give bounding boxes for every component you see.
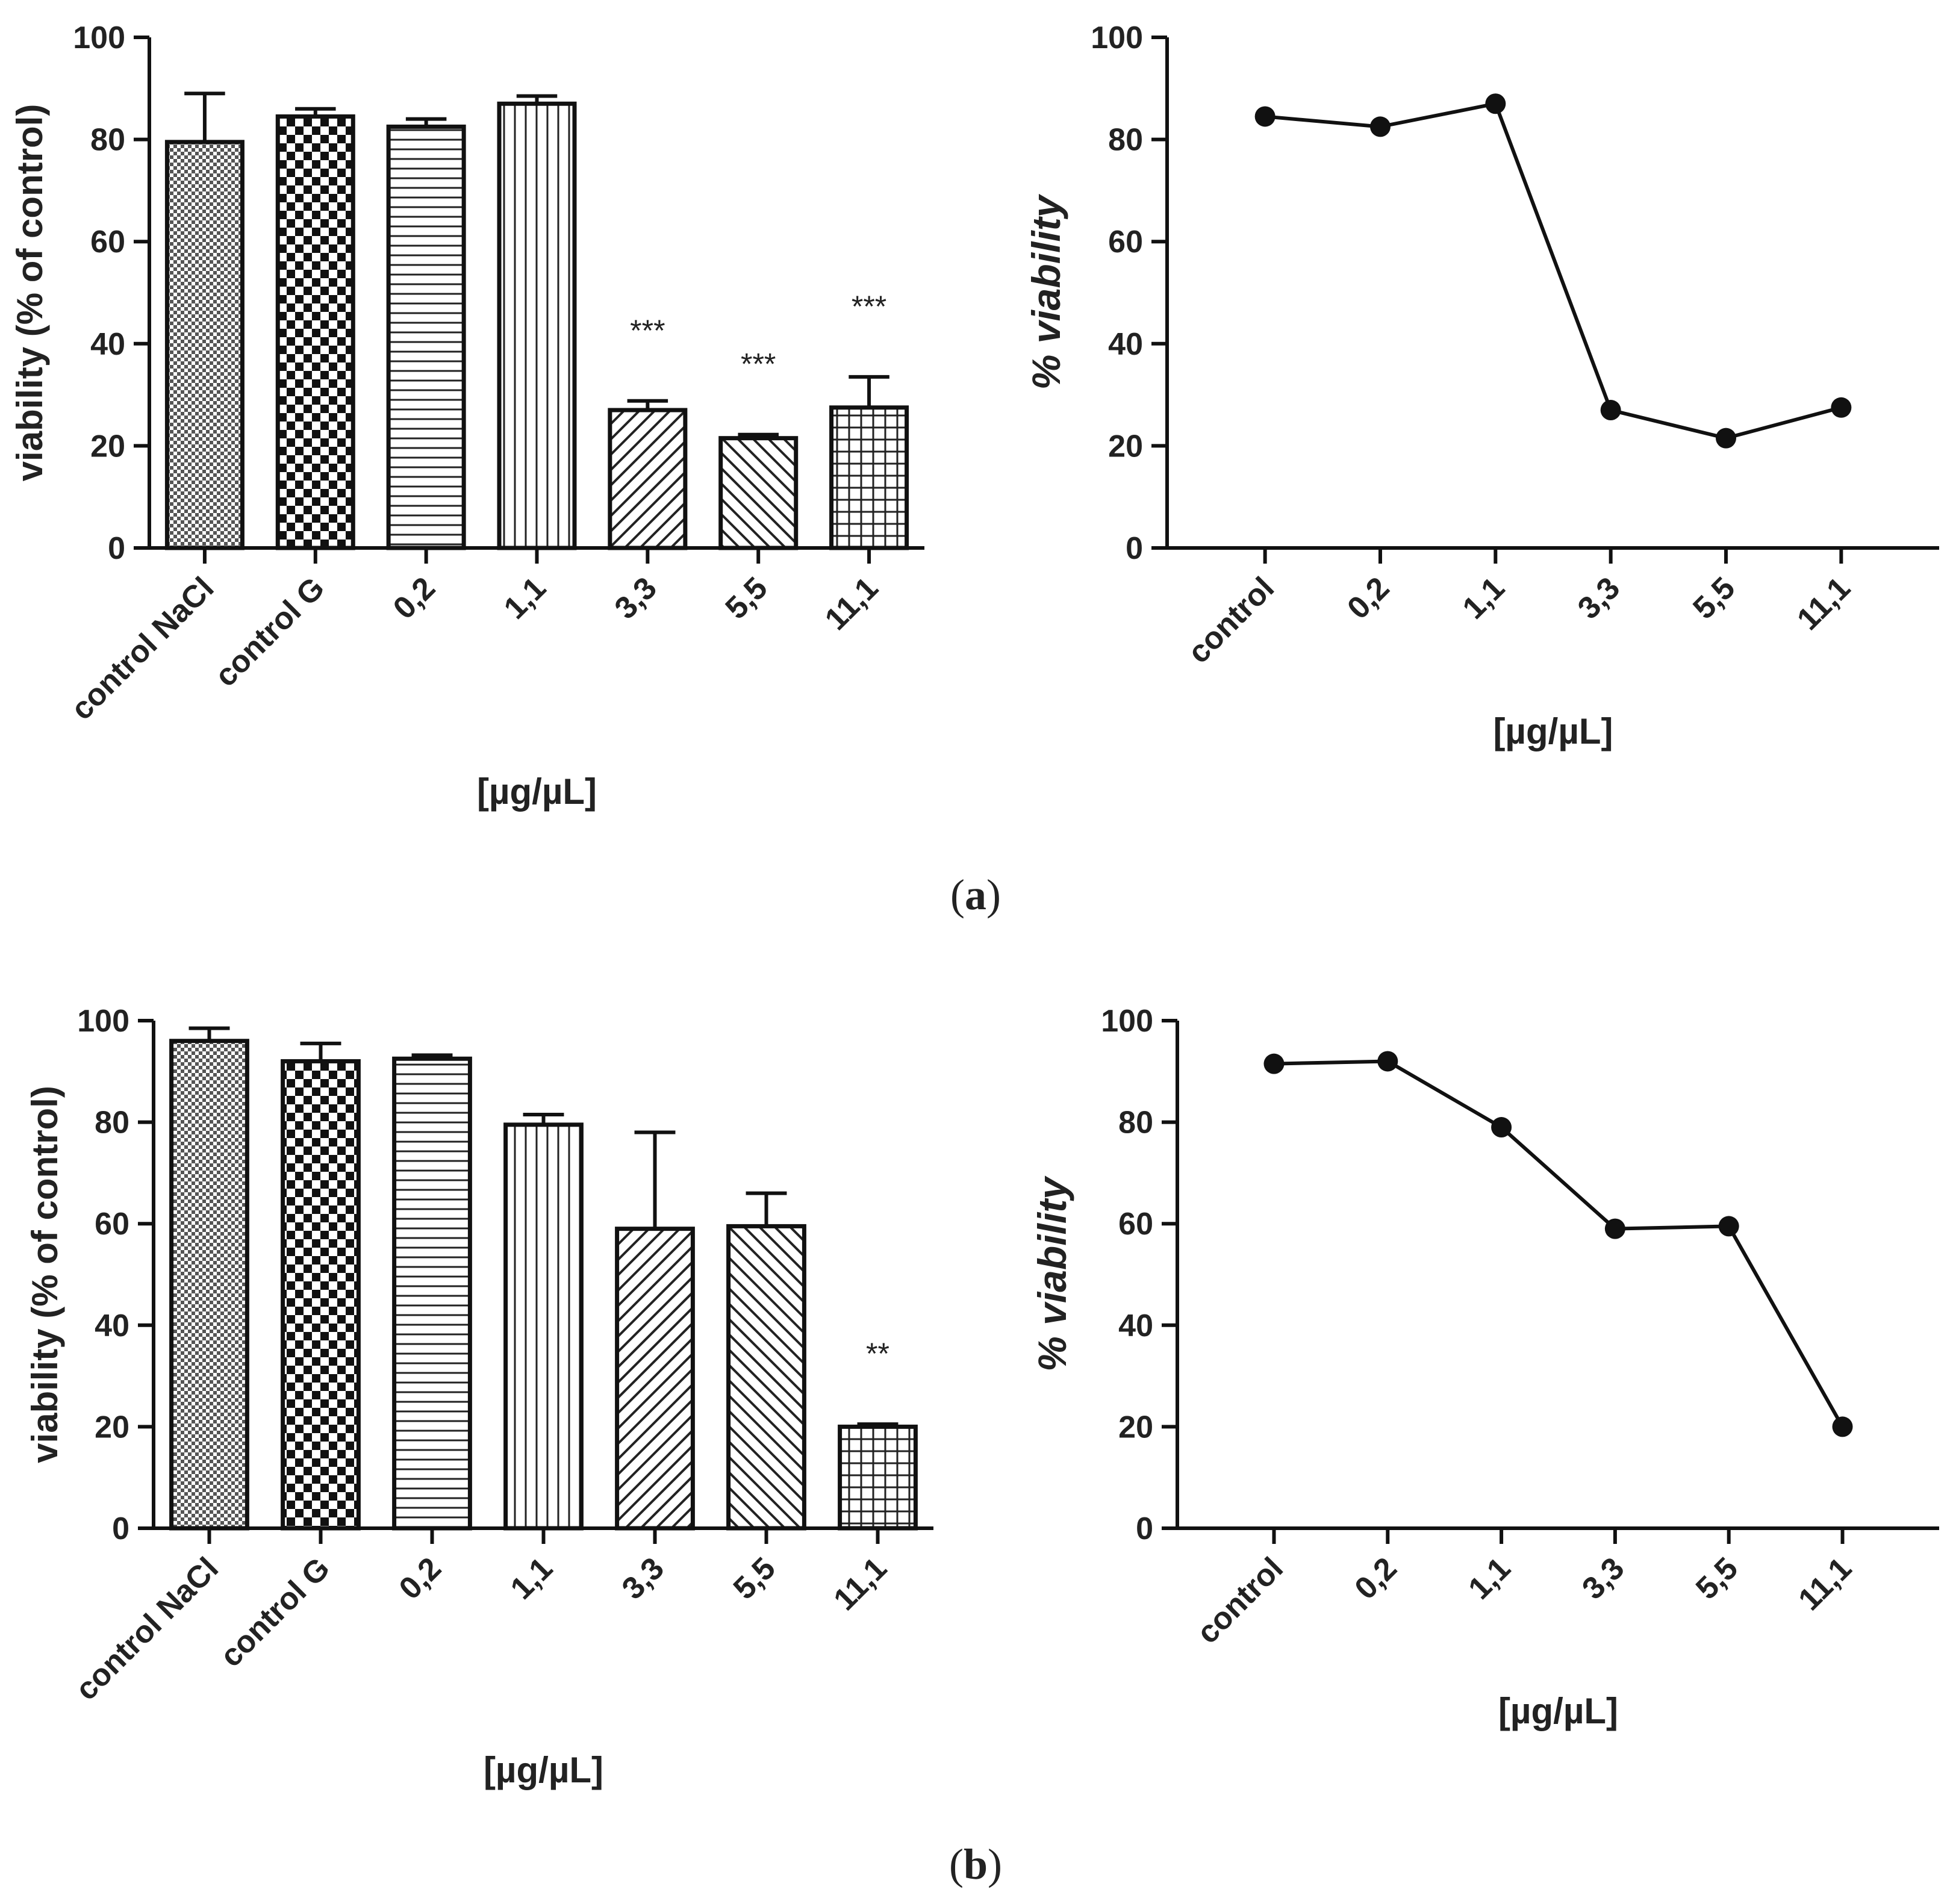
x-tick-label: 11,1: [1792, 1551, 1858, 1617]
x-tick-label: 1,1: [497, 570, 553, 626]
y-tick-label: 20: [95, 1410, 129, 1445]
bar: [275, 114, 355, 550]
x-axis-title: [µg/µL]: [1498, 1691, 1618, 1731]
y-tick-label: 0: [1136, 1511, 1153, 1546]
x-tick-label: control: [1190, 1551, 1290, 1650]
x-axis-title: [µg/µL]: [484, 1750, 603, 1790]
chart-a-line: 0 20 40 60 80 100 control 0,2 1,1 3,3 5,5 11,1 % via…: [1024, 20, 1939, 751]
bar: [615, 1227, 695, 1531]
significance-label: **: [866, 1337, 889, 1370]
y-tick-label: 80: [95, 1106, 129, 1140]
bar: [726, 1224, 806, 1531]
data-point: [1369, 116, 1391, 137]
x-tick-label: 1,1: [1456, 570, 1512, 626]
significance-label: ***: [852, 290, 886, 323]
x-tick-label: 5,5: [719, 570, 774, 626]
x-tick-label: 3,3: [615, 1551, 671, 1606]
y-tick-label: 60: [1108, 225, 1143, 260]
data-point: [1254, 106, 1276, 127]
y-tick-label: 40: [1108, 327, 1143, 362]
y-tick-label: 80: [1118, 1106, 1153, 1140]
y-tick-label: 0: [108, 531, 125, 566]
y-tick-label: 0: [112, 1511, 129, 1546]
x-tick-label: 11,1: [827, 1551, 894, 1617]
x-tick-label: 0,2: [387, 570, 442, 626]
y-tick-label: 40: [90, 327, 125, 362]
x-tick-label: 0,2: [1341, 570, 1396, 626]
bar: [829, 405, 909, 550]
x-tick-label: 11,1: [1790, 570, 1857, 637]
panel-label-a: (a): [950, 871, 1001, 919]
y-tick-label: 100: [77, 1004, 129, 1039]
x-tick-label: 5,5: [727, 1551, 782, 1606]
y-tick-label: 40: [95, 1308, 129, 1343]
bar: [497, 101, 577, 550]
data-point: [1832, 1416, 1853, 1437]
x-tick-label: 3,3: [608, 570, 664, 626]
x-tick-label: 1,1: [504, 1551, 559, 1606]
series-line: [1274, 1059, 1845, 1428]
data-point: [1604, 1218, 1625, 1239]
x-tick-label: 11,1: [818, 570, 885, 637]
y-tick-label: 20: [1108, 429, 1143, 464]
y-tick-label: 60: [90, 225, 125, 260]
y-tick-label: 100: [73, 20, 125, 55]
bar: [503, 1122, 584, 1531]
x-tick-label: 0,2: [1348, 1551, 1404, 1606]
y-axis-title: % viability: [1030, 1175, 1074, 1372]
y-axis-title: viability (% of control): [10, 104, 50, 482]
y-tick-label: 100: [1101, 1004, 1153, 1039]
significance-label: ***: [630, 314, 665, 347]
data-point: [1718, 1216, 1739, 1237]
y-tick-label: 20: [1118, 1410, 1153, 1445]
data-point: [1263, 1053, 1285, 1074]
y-axis-title: viability (% of control): [25, 1086, 65, 1463]
x-tick-label: control: [1182, 570, 1282, 670]
x-tick-label: control NaCl: [69, 1551, 225, 1707]
data-point: [1377, 1051, 1398, 1072]
bar: [608, 408, 688, 550]
y-tick-label: 80: [90, 123, 125, 158]
significance-label: ***: [741, 347, 776, 381]
y-tick-label: 80: [1108, 123, 1143, 158]
y-tick-label: 60: [95, 1207, 129, 1242]
data-point: [1831, 397, 1852, 418]
data-point: [1600, 400, 1621, 421]
x-tick-label: control G: [214, 1551, 337, 1673]
y-tick-label: 40: [1118, 1308, 1153, 1343]
panel-label-b: (b): [949, 1840, 1002, 1888]
x-tick-label: control NaCl: [64, 570, 221, 727]
x-axis-title: [µg/µL]: [1493, 711, 1613, 751]
y-tick-label: 60: [1118, 1207, 1153, 1242]
x-tick-label: 5,5: [1686, 570, 1742, 626]
x-tick-label: 3,3: [1571, 570, 1627, 626]
bar: [164, 140, 245, 550]
x-tick-label: 1,1: [1462, 1551, 1517, 1606]
y-tick-label: 20: [90, 429, 125, 464]
bar: [718, 436, 799, 550]
bar: [281, 1059, 361, 1531]
bar: [392, 1056, 472, 1531]
x-tick-label: 5,5: [1689, 1551, 1745, 1606]
data-point: [1716, 428, 1737, 449]
series-line: [1265, 101, 1842, 440]
x-tick-label: 3,3: [1575, 1551, 1631, 1606]
y-tick-label: 100: [1091, 20, 1143, 55]
data-point: [1491, 1117, 1512, 1138]
y-tick-label: 0: [1126, 531, 1143, 566]
y-axis-title: % viability: [1024, 193, 1068, 390]
x-tick-label: 0,2: [393, 1551, 448, 1606]
data-point: [1485, 93, 1506, 114]
bar: [386, 124, 466, 550]
bar: [169, 1039, 249, 1531]
bar: [838, 1424, 918, 1531]
x-axis-title: [µg/µL]: [477, 771, 597, 812]
x-tick-label: control G: [208, 570, 331, 693]
chart-b-line: 0 20 40 60 80 100 control 0,2 1,1 3,3 5,5 11,1 % via…: [1030, 1004, 1939, 1731]
